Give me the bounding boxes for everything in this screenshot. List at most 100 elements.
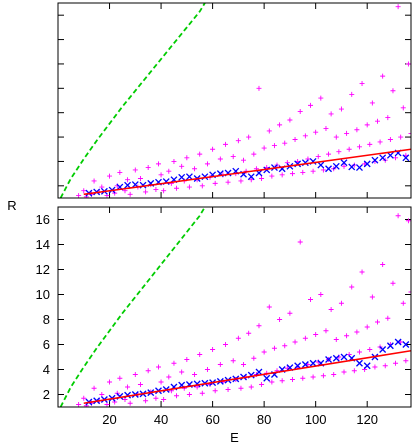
average-point [379, 154, 387, 162]
scatter-point [210, 146, 216, 152]
scatter-point [266, 304, 272, 310]
y-tick-label: 6 [43, 337, 50, 352]
scatter-point [277, 122, 283, 128]
scatter-point [328, 307, 334, 312]
scatter-point [174, 185, 180, 191]
scatter-point [333, 134, 339, 140]
scatter-point [289, 171, 295, 177]
scatter-point [179, 369, 185, 375]
scatter-point [372, 364, 378, 370]
average-point [255, 368, 263, 376]
scatter-point [367, 141, 373, 147]
scatter-point [197, 151, 203, 157]
scatter-point [338, 106, 344, 112]
y-tick-label: 8 [43, 312, 50, 327]
scatter-point [282, 343, 288, 349]
x-tick-label: 100 [305, 412, 327, 427]
scatter-point [356, 349, 362, 355]
scatter-point [107, 173, 113, 179]
x-tick-label: 80 [257, 412, 271, 427]
scatter-point [390, 280, 396, 286]
scatter-point [238, 385, 244, 391]
scatter-point [369, 294, 375, 300]
average-point [317, 161, 325, 169]
scatter-point [279, 172, 285, 178]
scatter-point [302, 335, 308, 341]
scatter-point [246, 330, 252, 336]
scatter-point [405, 61, 411, 67]
y-axis-label: R [7, 198, 16, 213]
scatter-point [241, 157, 247, 163]
scatter-point [171, 158, 177, 164]
scatter-point [117, 375, 123, 381]
scatter-point [222, 141, 228, 147]
scatter-point [359, 269, 365, 275]
scatter-point [318, 95, 324, 101]
panel-top [57, 2, 412, 199]
scatter-point [359, 80, 365, 86]
scatter-point [292, 137, 298, 142]
scatter-point [318, 292, 324, 297]
scatter-point [387, 137, 393, 142]
average-point [363, 362, 371, 370]
scatter-point [192, 166, 198, 172]
scatter-point [382, 363, 388, 369]
scatter-point [137, 382, 143, 387]
scatter-point [217, 156, 223, 162]
scatter-point [344, 333, 350, 339]
scatter-point [400, 105, 406, 111]
scatter-point [302, 133, 308, 139]
scatter-point [341, 163, 347, 169]
reference-curve [59, 3, 206, 198]
scatter-point [222, 342, 228, 347]
scatter-point [158, 172, 164, 178]
scatter-point [107, 379, 113, 385]
scatter-point [197, 352, 203, 357]
x-tick-label: 20 [102, 412, 116, 427]
scatter-point [217, 362, 223, 367]
scatter-point [132, 372, 138, 377]
y-tick-label: 4 [43, 362, 50, 377]
scatter-point [289, 377, 295, 382]
average-point [340, 353, 348, 361]
scatter-point [354, 127, 360, 133]
scatter-point [375, 319, 381, 325]
plot-area [59, 3, 411, 198]
average-point [309, 359, 317, 367]
scatter-point [313, 129, 319, 135]
scatter-point [341, 369, 347, 375]
average-point [340, 159, 348, 167]
scatter-point [395, 213, 401, 219]
scatter-point [344, 130, 350, 136]
average-point [402, 154, 410, 162]
x-axis-label: E [230, 430, 239, 445]
scatter-point [137, 176, 143, 181]
scatter-point [405, 218, 411, 224]
average-point [294, 362, 302, 370]
scatter-point [380, 73, 386, 79]
scatter-point [155, 364, 161, 370]
scatter-point [351, 368, 357, 374]
scatter-point [393, 360, 399, 366]
panel-bottom: 20 40 60 80 100 120 2 4 6 8 10 12 14 16 E R [7, 198, 412, 445]
scatter-point [153, 186, 159, 192]
average-point [386, 342, 394, 350]
scatter-point [186, 184, 192, 190]
scatter-point [385, 315, 391, 321]
scatter-point [349, 284, 355, 290]
scatter-point [210, 347, 216, 352]
scatter-point [390, 88, 396, 94]
scatter-point [315, 154, 321, 160]
x-tick-label: 120 [356, 412, 378, 427]
scatter-point [271, 345, 277, 351]
average-point [402, 341, 410, 348]
scatter-point [179, 163, 185, 169]
reference-curve [59, 207, 206, 407]
scatter-point [310, 168, 316, 174]
y-tick-label: 10 [36, 287, 50, 302]
scatter-point [248, 177, 254, 183]
average-point [371, 156, 379, 164]
scatter-point [241, 362, 247, 367]
average-point [363, 160, 371, 168]
